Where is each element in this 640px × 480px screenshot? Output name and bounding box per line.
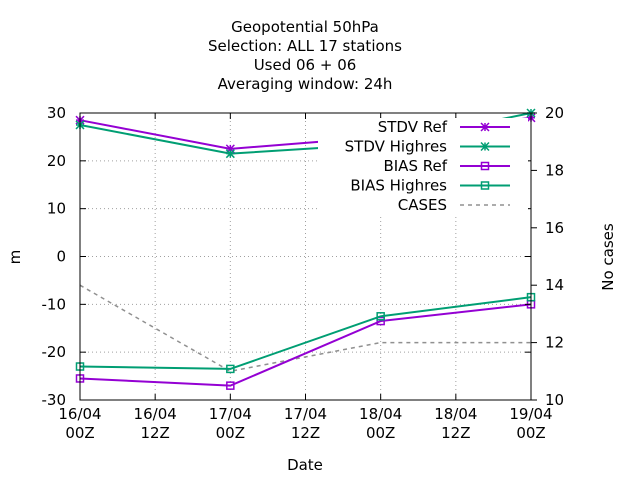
axes: -30-20-10010203010121416182016/0400Z16/0… <box>42 104 565 442</box>
y-tick-label: 10 <box>47 200 66 218</box>
data-point <box>225 144 235 154</box>
y2-tick-label: 14 <box>545 276 564 294</box>
y-axis-label: m <box>6 250 24 265</box>
y-tick-label: -10 <box>42 295 67 313</box>
series-line <box>79 296 532 370</box>
x-tick-label: 16/04 <box>58 405 101 423</box>
x-tick-label: 12Z <box>140 424 169 442</box>
legend-item: STDV Highres <box>345 138 510 156</box>
series-cases <box>79 284 531 373</box>
y-tick-label: 30 <box>47 104 66 122</box>
data-point <box>226 381 235 390</box>
y-tick-label: -30 <box>42 391 67 409</box>
y2-tick-label: 18 <box>545 161 564 179</box>
data-point <box>225 149 235 159</box>
legend-label: BIAS Ref <box>383 157 447 175</box>
legend-item: BIAS Highres <box>350 177 510 195</box>
x-tick-label: 00Z <box>216 424 245 442</box>
title-line: Averaging window: 24h <box>218 75 393 93</box>
legend-item: BIAS Ref <box>383 157 510 175</box>
title-line: Selection: ALL 17 stations <box>208 37 402 55</box>
legend-label: BIAS Highres <box>350 177 447 195</box>
x-tick-label: 19/04 <box>509 405 552 423</box>
y2-tick-label: 16 <box>545 219 564 237</box>
legend-label: CASES <box>398 196 447 214</box>
title-line: Geopotential 50hPa <box>231 18 379 36</box>
data-point <box>480 161 490 171</box>
data-point <box>226 364 235 374</box>
x-tick-label: 17/04 <box>209 405 252 423</box>
legend-item: STDV Ref <box>378 118 510 136</box>
x-axis-label: Date <box>287 456 323 474</box>
series-line <box>79 284 531 373</box>
x-tick-label: 18/04 <box>359 405 402 423</box>
y-tick-label: 20 <box>47 152 66 170</box>
y2-tick-label: 20 <box>545 104 564 122</box>
y2-tick-label: 12 <box>545 334 564 352</box>
x-tick-label: 16/04 <box>134 405 177 423</box>
title-line: Used 06 + 06 <box>254 56 357 74</box>
data-point <box>376 312 385 321</box>
y-tick-label: -20 <box>42 343 67 361</box>
x-tick-label: 18/04 <box>434 405 477 423</box>
y-tick-label: 0 <box>56 248 66 266</box>
x-tick-label: 00Z <box>366 424 395 442</box>
x-tick-label: 00Z <box>65 424 94 442</box>
series-line <box>79 303 532 387</box>
data-point <box>480 141 490 152</box>
x-tick-label: 17/04 <box>284 405 327 423</box>
data-point <box>480 122 490 132</box>
x-tick-label: 00Z <box>516 424 545 442</box>
legend-item: CASES <box>398 196 510 214</box>
data-point <box>480 181 490 190</box>
x-tick-label: 12Z <box>291 424 320 442</box>
data-point <box>376 316 385 326</box>
y2-tick-label: 10 <box>545 391 564 409</box>
series-bias-ref <box>75 300 536 390</box>
legend-label: STDV Highres <box>345 138 448 156</box>
legend-label: STDV Ref <box>378 118 448 136</box>
x-tick-label: 12Z <box>441 424 470 442</box>
y2-axis-label: No cases <box>599 223 617 291</box>
